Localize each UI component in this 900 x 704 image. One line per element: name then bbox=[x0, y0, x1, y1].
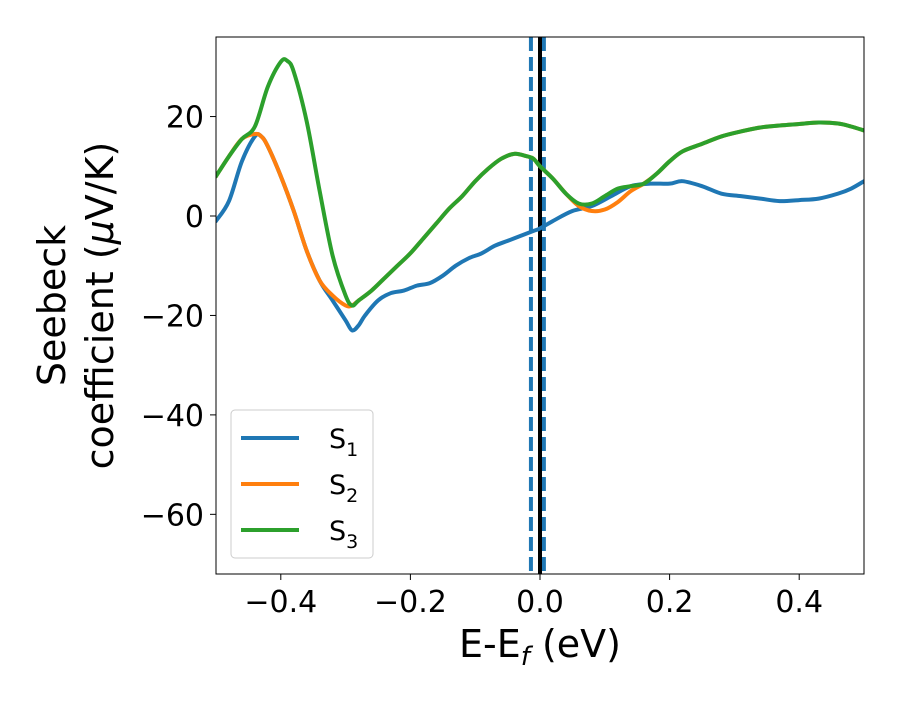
legend-label-s1: S1 bbox=[329, 424, 358, 461]
legend-label-s3: S3 bbox=[329, 516, 358, 553]
x-tick-label: 0.2 bbox=[646, 585, 694, 620]
series-line-s3 bbox=[216, 57, 864, 308]
y-axis-title-prefix: coefficient ( bbox=[78, 244, 122, 469]
x-axis-title-main: E-E bbox=[459, 622, 521, 666]
y-tick-label: −20 bbox=[141, 299, 204, 334]
x-axis-ticks: −0.4 −0.2 0.0 0.2 0.4 bbox=[244, 574, 823, 620]
y-axis-ticks: 20 0 −20 −40 −60 bbox=[141, 101, 216, 533]
x-axis-title-unit: (eV) bbox=[530, 622, 621, 666]
x-axis-title: E-Ef (eV) bbox=[459, 622, 621, 672]
x-tick-label: −0.4 bbox=[244, 585, 317, 620]
legend: S1 S2 S3 bbox=[230, 409, 374, 559]
legend-label-s2: S2 bbox=[329, 470, 358, 507]
y-axis-title-line1: Seebeck bbox=[30, 225, 74, 386]
y-tick-label: 0 bbox=[185, 200, 204, 235]
y-axis-title-suffix: V/K) bbox=[78, 142, 122, 221]
y-tick-label: −60 bbox=[141, 498, 204, 533]
x-tick-label: −0.2 bbox=[374, 585, 447, 620]
series-lines bbox=[216, 57, 864, 333]
y-tick-label: −40 bbox=[141, 399, 204, 434]
y-axis-title-line2: coefficient (μV/K) bbox=[78, 142, 122, 470]
fermi-level-markers bbox=[528, 37, 546, 574]
legend-box bbox=[230, 409, 374, 559]
x-tick-label: 0.4 bbox=[775, 585, 823, 620]
y-axis-title-mu: μ bbox=[78, 220, 122, 245]
y-tick-label: 20 bbox=[166, 101, 204, 136]
y-axis-title: Seebeck coefficient (μV/K) bbox=[30, 142, 122, 470]
x-tick-label: 0.0 bbox=[516, 585, 564, 620]
